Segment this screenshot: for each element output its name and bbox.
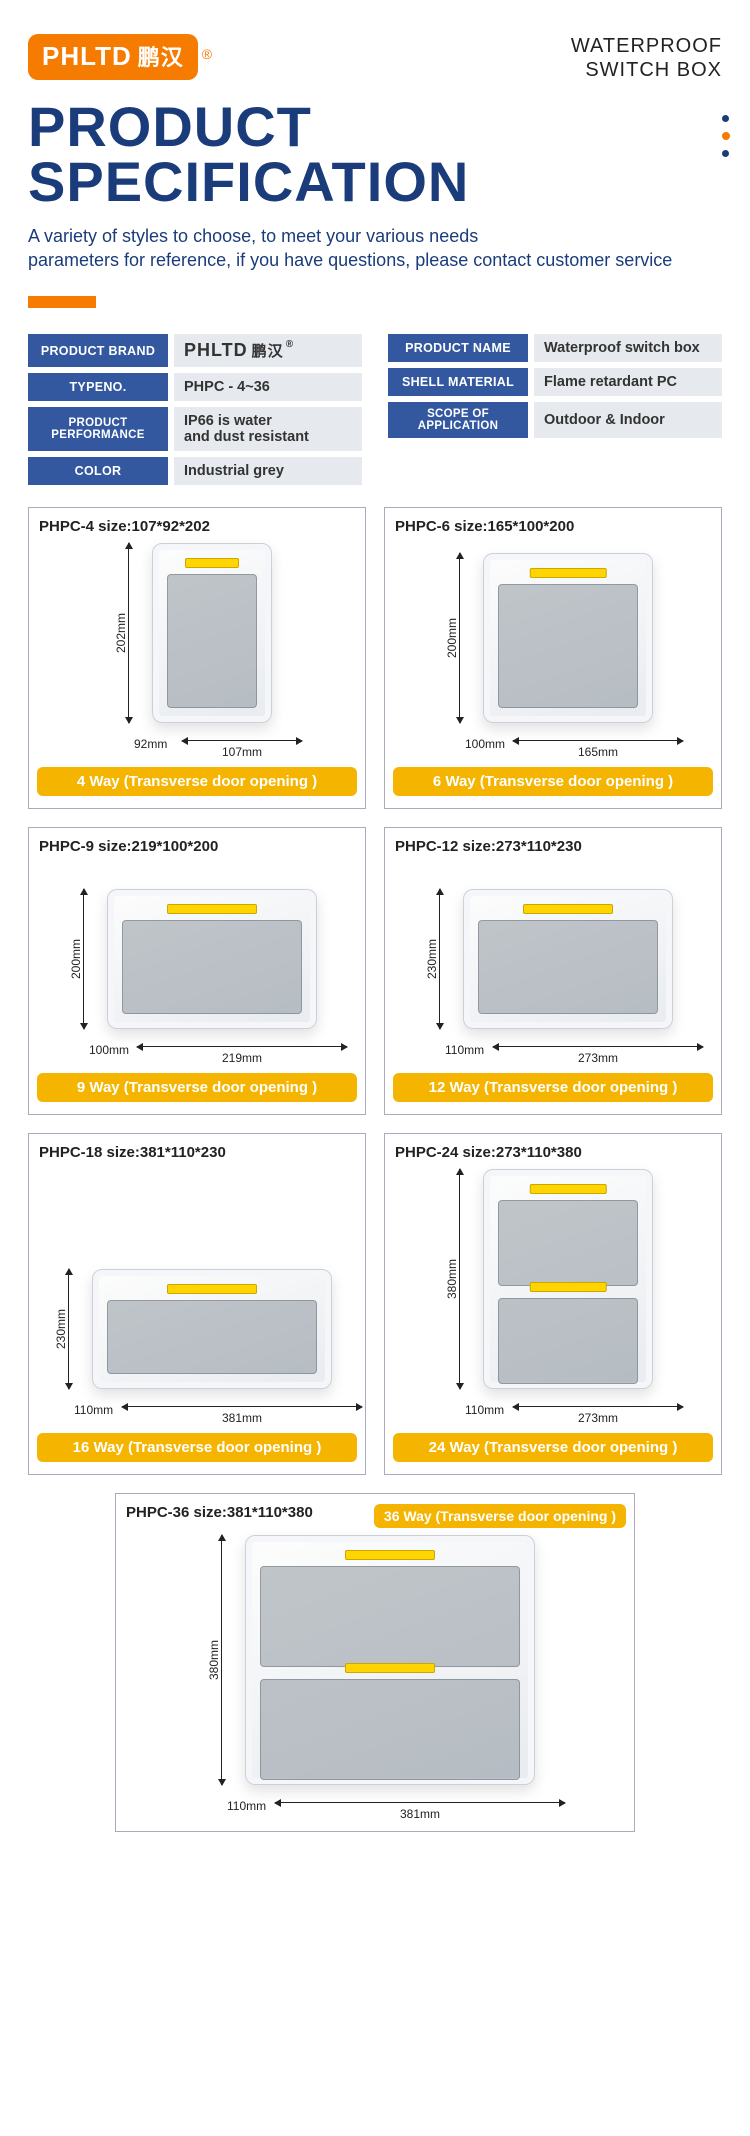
spec-row: PRODUCT NAMEWaterproof switch box: [388, 334, 722, 362]
product-card: PHPC-24 size:273*110*380 380mm 273mm 110mm 2…: [384, 1133, 722, 1475]
spec-label: PRODUCT BRAND: [28, 334, 168, 367]
spec-value: Industrial grey: [174, 457, 362, 485]
dim-width: 381mm: [222, 1411, 262, 1425]
warning-label-icon: [530, 568, 607, 578]
dim-height: 380mm: [207, 1640, 221, 1680]
product-title: PHPC-4 size:107*92*202: [39, 518, 357, 535]
warning-label-icon: [345, 1550, 435, 1560]
spec-row: PRODUCT PERFORMANCEIP66 is water and dus…: [28, 407, 362, 451]
product-card: PHPC-36 size:381*110*380 36 Way (Transver…: [115, 1493, 635, 1832]
product-title: PHPC-36 size:381*110*380: [126, 1504, 313, 1521]
dim-depth: 110mm: [227, 1799, 266, 1813]
decor-dots: [722, 115, 730, 157]
enclosure-illustration: [92, 1269, 332, 1389]
enclosure-illustration: [483, 553, 653, 723]
brand-reg: ®: [202, 46, 212, 62]
dim-height: 200mm: [69, 939, 83, 979]
dim-width: 219mm: [222, 1051, 262, 1065]
dim-height: 230mm: [54, 1309, 68, 1349]
enclosure-illustration: [245, 1535, 535, 1785]
spec-label: COLOR: [28, 457, 168, 485]
header-title: WATERPROOF SWITCH BOX: [571, 34, 722, 82]
warning-label-icon: [185, 558, 239, 568]
product-title: PHPC-18 size:381*110*230: [39, 1144, 357, 1161]
enclosure-illustration: [483, 1169, 653, 1389]
product-title: PHPC-12 size:273*110*230: [395, 838, 713, 855]
spec-value: Waterproof switch box: [534, 334, 722, 362]
dim-width: 381mm: [400, 1807, 440, 1821]
product-caption: 12 Way (Transverse door opening ): [393, 1073, 713, 1102]
spec-tables: PRODUCT BRANDPHLTD鹏汉®TYPENO.PHPC - 4~36P…: [28, 334, 722, 485]
product-caption: 16 Way (Transverse door opening ): [37, 1433, 357, 1462]
page-title: PRODUCTSPECIFICATION: [28, 100, 722, 210]
product-caption: 24 Way (Transverse door opening ): [393, 1433, 713, 1462]
enclosure-illustration: [152, 543, 272, 723]
dim-depth: 92mm: [134, 737, 167, 751]
product-card: PHPC-9 size:219*100*200 200mm 219mm 100mm 9 …: [28, 827, 366, 1115]
page-subtitle: A variety of styles to choose, to meet y…: [28, 224, 688, 273]
warning-label-icon: [167, 904, 257, 914]
warning-label-icon: [167, 1284, 257, 1294]
spec-value: Flame retardant PC: [534, 368, 722, 396]
product-card: PHPC-4 size:107*92*202 202mm 107mm 92mm 4 Wa…: [28, 507, 366, 809]
spec-value: Outdoor & Indoor: [534, 402, 722, 438]
product-card: PHPC-6 size:165*100*200 200mm 165mm 100mm 6 …: [384, 507, 722, 809]
dim-height: 380mm: [445, 1259, 459, 1299]
dim-width: 165mm: [578, 745, 618, 759]
dim-depth: 110mm: [445, 1043, 484, 1057]
spec-row: SCOPE OF APPLICATIONOutdoor & Indoor: [388, 402, 722, 438]
product-caption: 4 Way (Transverse door opening ): [37, 767, 357, 796]
spec-value: PHPC - 4~36: [174, 373, 362, 401]
dim-height: 230mm: [425, 939, 439, 979]
dim-depth: 100mm: [465, 737, 505, 751]
product-caption: 6 Way (Transverse door opening ): [393, 767, 713, 796]
spec-row: PRODUCT BRANDPHLTD鹏汉®: [28, 334, 362, 367]
product-title: PHPC-24 size:273*110*380: [395, 1144, 713, 1161]
spec-value: PHLTD鹏汉®: [174, 334, 362, 367]
dim-width: 107mm: [222, 745, 262, 759]
spec-label: PRODUCT PERFORMANCE: [28, 407, 168, 451]
warning-label-icon: [523, 904, 613, 914]
product-card: PHPC-18 size:381*110*230 230mm 381mm 110mm 1…: [28, 1133, 366, 1475]
spec-row: COLORIndustrial grey: [28, 457, 362, 485]
warning-label-icon: [530, 1282, 607, 1292]
spec-label: SCOPE OF APPLICATION: [388, 402, 528, 438]
dim-height: 200mm: [445, 618, 459, 658]
spec-value: IP66 is water and dust resistant: [174, 407, 362, 451]
dim-width: 273mm: [578, 1051, 618, 1065]
product-caption: 9 Way (Transverse door opening ): [37, 1073, 357, 1102]
spec-label: TYPENO.: [28, 373, 168, 401]
dim-height: 202mm: [114, 613, 128, 653]
brand-logo: PHLTD 鹏汉: [28, 34, 198, 80]
accent-rule: [28, 296, 96, 308]
dim-depth: 100mm: [89, 1043, 129, 1057]
warning-label-icon: [345, 1663, 435, 1673]
spec-row: TYPENO.PHPC - 4~36: [28, 373, 362, 401]
spec-row: SHELL MATERIALFlame retardant PC: [388, 368, 722, 396]
enclosure-illustration: [107, 889, 317, 1029]
spec-label: SHELL MATERIAL: [388, 368, 528, 396]
dim-depth: 110mm: [74, 1403, 113, 1417]
dim-width: 273mm: [578, 1411, 618, 1425]
product-title: PHPC-6 size:165*100*200: [395, 518, 713, 535]
enclosure-illustration: [463, 889, 673, 1029]
warning-label-icon: [530, 1184, 607, 1194]
brand-cn: 鹏汉: [138, 40, 184, 72]
product-card: PHPC-12 size:273*110*230 230mm 273mm 110mm 1…: [384, 827, 722, 1115]
product-title: PHPC-9 size:219*100*200: [39, 838, 357, 855]
spec-label: PRODUCT NAME: [388, 334, 528, 362]
product-caption: 36 Way (Transverse door opening ): [374, 1504, 626, 1528]
product-grid: PHPC-4 size:107*92*202 202mm 107mm 92mm 4 Wa…: [28, 507, 722, 1832]
dim-depth: 110mm: [465, 1403, 504, 1417]
brand-latin: PHLTD: [42, 41, 132, 72]
